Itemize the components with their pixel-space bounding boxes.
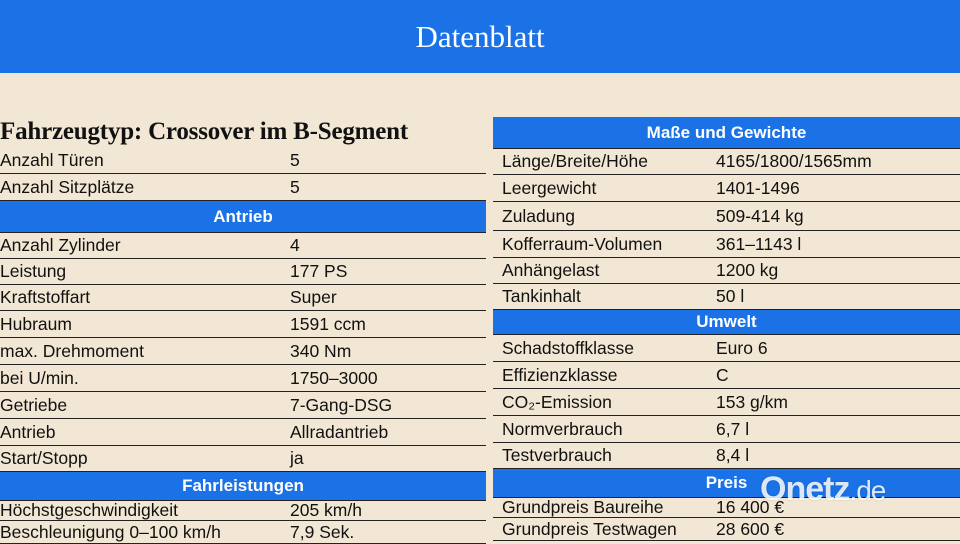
spec-value: 1591 ccm <box>290 314 366 334</box>
spec-value: 7,9 Sek. <box>290 522 355 542</box>
spec-label: Antrieb <box>0 422 56 442</box>
spec-value: C <box>716 365 729 385</box>
spec-row: Anzahl Türen 5 <box>0 147 486 174</box>
spec-row: Leergewicht 1401-1496 <box>493 175 960 202</box>
spec-value: Allradantrieb <box>290 422 389 442</box>
spec-value: 4 <box>290 235 300 255</box>
spec-row: Antrieb Allradantrieb <box>0 419 486 446</box>
spec-label: Grundpreis Baureihe <box>502 498 664 517</box>
spec-value: 509-414 kg <box>716 206 804 226</box>
spec-row: Beschleunigung 0–100 km/h 7,9 Sek. <box>0 521 486 544</box>
spec-value: 6,7 l <box>716 419 750 439</box>
spec-row: CO₂-Emission 153 g/km <box>493 389 960 416</box>
section-header-antrieb: Antrieb <box>0 201 486 233</box>
spec-label: Schadstoffklasse <box>502 338 634 358</box>
spec-row: Anzahl Zylinder 4 <box>0 233 486 259</box>
spec-value: 50 l <box>716 286 745 306</box>
watermark-brand: Onetz <box>760 470 850 508</box>
header-bar: Datenblatt <box>0 0 960 73</box>
spec-row: Testverbrauch 8,4 l <box>493 443 960 469</box>
spec-value: 177 PS <box>290 261 348 281</box>
spec-value: 4165/1800/1565mm <box>716 151 872 171</box>
spec-row: Leistung 177 PS <box>0 259 486 285</box>
spec-label: Normverbrauch <box>502 419 623 439</box>
spec-label: Testverbrauch <box>502 445 612 465</box>
spec-label: Getriebe <box>0 395 68 415</box>
spec-label: Anzahl Türen <box>0 150 104 170</box>
spec-label: Anzahl Sitzplätze <box>0 177 135 197</box>
spec-row: Anzahl Sitzplätze 5 <box>0 174 486 201</box>
section-header-umwelt: Umwelt <box>493 310 960 335</box>
spec-value: 340 Nm <box>290 341 352 361</box>
spec-label: Hubraum <box>0 314 72 334</box>
spec-label: CO₂-Emission <box>502 392 612 412</box>
spec-label: Zuladung <box>502 206 575 226</box>
spec-row: Schadstoffklasse Euro 6 <box>493 335 960 362</box>
spec-row: Höchstgeschwindigkeit 205 km/h <box>0 501 486 521</box>
spec-label: Anhängelast <box>502 260 600 280</box>
spec-label: Effizienzklasse <box>502 365 618 385</box>
watermark-tld: .de <box>849 475 886 506</box>
spec-value: 16 400 € <box>716 498 785 517</box>
spec-value: 5 <box>290 150 300 170</box>
section-header-masse: Maße und Gewichte <box>493 117 960 149</box>
spec-label: Leergewicht <box>502 178 597 198</box>
spec-value: 205 km/h <box>290 501 362 520</box>
section-header-fahrleistungen: Fahrleistungen <box>0 472 486 501</box>
spec-label: Leistung <box>0 261 67 281</box>
page-title: Datenblatt <box>415 18 545 54</box>
spec-row: Kofferraum-Volumen 361–1143 l <box>493 231 960 258</box>
spec-label: bei U/min. <box>0 368 79 388</box>
spec-value: 1750–3000 <box>290 368 378 388</box>
spec-value: 1200 kg <box>716 260 779 280</box>
spec-label: Länge/Breite/Höhe <box>502 151 648 171</box>
spec-label: Grundpreis Testwagen <box>502 519 677 539</box>
spec-value: 153 g/km <box>716 392 788 412</box>
section-header-preis: Preis <box>493 469 960 498</box>
spec-row: Zuladung 509-414 kg <box>493 202 960 231</box>
spec-label: Tankinhalt <box>502 286 581 306</box>
spec-row: Start/Stopp ja <box>0 446 486 472</box>
spec-label: Anzahl Zylinder <box>0 235 121 255</box>
spec-row: Anhängelast 1200 kg <box>493 258 960 284</box>
right-column: Maße und Gewichte Länge/Breite/Höhe 4165… <box>493 117 960 541</box>
spec-value: 1401-1496 <box>716 178 800 198</box>
spec-row: Normverbrauch 6,7 l <box>493 416 960 443</box>
spec-row: Tankinhalt 50 l <box>493 284 960 310</box>
spec-label: Kraftstoffart <box>0 287 91 307</box>
spec-row: Grundpreis Baureihe 16 400 € <box>493 498 960 518</box>
spec-label: Start/Stopp <box>0 448 88 468</box>
spec-value: 8,4 l <box>716 445 750 465</box>
spec-row: max. Drehmoment 340 Nm <box>0 338 486 365</box>
vehicle-type-title: Fahrzeugtyp: Crossover im B-Segment <box>0 118 408 145</box>
spec-value: 361–1143 l <box>716 234 802 254</box>
spec-label: max. Drehmoment <box>0 341 144 361</box>
spec-value: Euro 6 <box>716 338 768 358</box>
spec-value: 28 600 € <box>716 519 785 539</box>
spec-row: Grundpreis Testwagen 28 600 € <box>493 518 960 541</box>
spec-row: bei U/min. 1750–3000 <box>0 365 486 392</box>
spec-value: 7-Gang-DSG <box>290 395 393 415</box>
spec-label: Höchstgeschwindigkeit <box>0 501 179 520</box>
spec-value: 5 <box>290 177 300 197</box>
spec-row: Effizienzklasse C <box>493 362 960 389</box>
spec-row: Länge/Breite/Höhe 4165/1800/1565mm <box>493 149 960 175</box>
left-column: Fahrzeugtyp: Crossover im B-Segment Anza… <box>0 117 486 544</box>
spec-label: Beschleunigung 0–100 km/h <box>0 522 221 542</box>
spec-row: Hubraum 1591 ccm <box>0 311 486 338</box>
spec-value: ja <box>290 448 304 468</box>
spec-row: Kraftstoffart Super <box>0 285 486 311</box>
spec-label: Kofferraum-Volumen <box>502 234 663 254</box>
spec-row: Getriebe 7-Gang-DSG <box>0 392 486 419</box>
onetz-watermark: Onetz.de <box>760 470 886 509</box>
spec-value: Super <box>290 287 337 307</box>
